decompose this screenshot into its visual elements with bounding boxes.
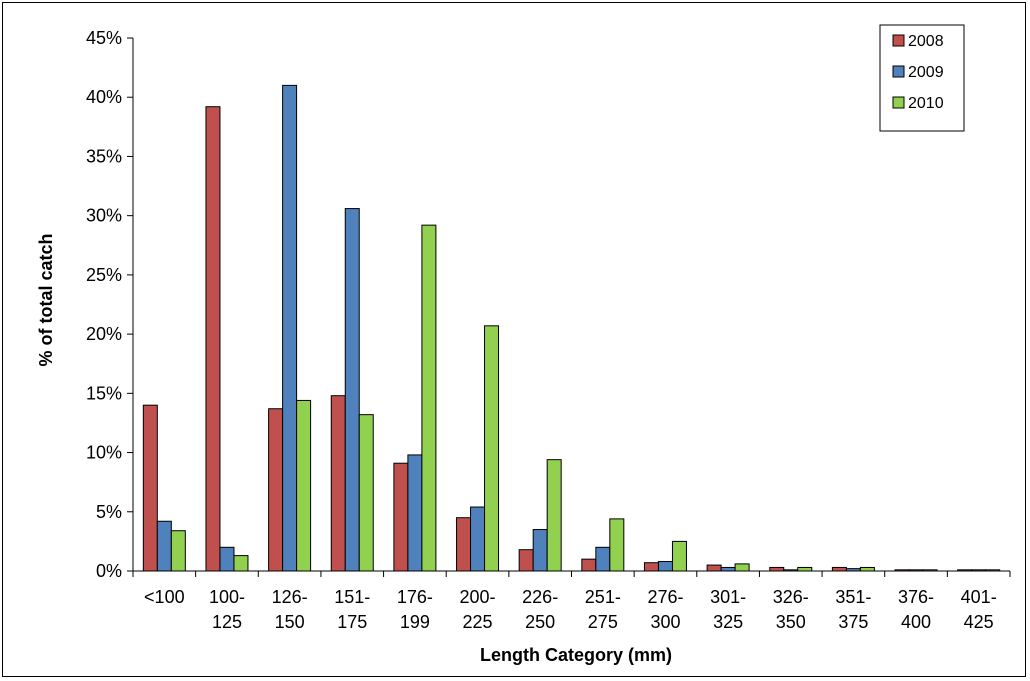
bars	[142, 84, 1001, 572]
y-axis-ticks: 0% 5% 10% 15% 20% 25% 30% 35% 40% 45%	[86, 28, 133, 581]
x-tick-label: 376-	[898, 587, 934, 607]
bar-2008	[706, 564, 722, 572]
x-tick-label: 351-	[835, 587, 871, 607]
bar-2008	[581, 558, 597, 572]
bar-2008	[142, 404, 158, 572]
bar-2010	[797, 566, 813, 572]
x-tick-label: 226-	[522, 587, 558, 607]
x-tick-label: 275	[588, 612, 618, 632]
bar-2008	[456, 517, 472, 572]
x-axis-title: Length Category (mm)	[480, 645, 672, 665]
y-tick-label: 10%	[86, 443, 122, 463]
x-tick-label: 176-	[397, 587, 433, 607]
bar-2009	[720, 566, 736, 572]
x-tick-label: 400	[901, 612, 931, 632]
bar-2008	[769, 566, 785, 572]
bar-2010	[859, 566, 875, 572]
x-tick-label: 199	[400, 612, 430, 632]
x-tick-label: 350	[776, 612, 806, 632]
bar-2009	[344, 208, 360, 572]
bar-2010	[296, 399, 312, 572]
bar-2009	[156, 520, 172, 572]
bar-2009	[595, 546, 611, 572]
axes	[132, 38, 1010, 572]
bar-2008	[643, 562, 659, 572]
bar-2008	[393, 462, 409, 572]
x-tick-label: 300	[650, 612, 680, 632]
bar-2008	[205, 106, 221, 572]
y-tick-label: 5%	[96, 502, 122, 522]
bar-2008	[268, 408, 284, 572]
bar-2008	[831, 566, 847, 572]
y-tick-label: 15%	[86, 383, 122, 403]
y-tick-label: 35%	[86, 146, 122, 166]
legend: 2008 2009 2010	[879, 24, 965, 132]
y-axis-title-group: % of total catch	[36, 233, 56, 366]
bar-2010	[170, 530, 186, 572]
x-tick-label: 326-	[773, 587, 809, 607]
x-tick-label: 401-	[961, 587, 997, 607]
legend-label: 2008	[908, 33, 944, 50]
bar-2010	[421, 224, 437, 572]
x-tick-label: 175	[337, 612, 367, 632]
y-tick-label: 0%	[96, 561, 122, 581]
x-tick-label: 375	[838, 612, 868, 632]
legend-label: 2010	[908, 95, 944, 112]
y-tick-label: 20%	[86, 324, 122, 344]
bar-2010	[609, 518, 625, 572]
bar-2010	[734, 563, 750, 572]
legend-items: 2008 2009 2010	[892, 33, 944, 112]
x-axis-ticks: <100 100- 125 126- 150 151- 175 176- 199 200- 225 2…	[132, 571, 1011, 632]
bar-2009	[470, 506, 486, 572]
y-tick-label: 45%	[86, 28, 122, 48]
x-tick-label: 251-	[585, 587, 621, 607]
x-tick-label: 126-	[272, 587, 308, 607]
bar-2009	[282, 84, 298, 572]
bar-2010	[484, 325, 500, 572]
x-tick-label: 150	[275, 612, 305, 632]
bar-2008	[330, 395, 346, 572]
y-tick-label: 30%	[86, 206, 122, 226]
bar-2010	[671, 540, 687, 572]
y-tick-label: 40%	[86, 87, 122, 107]
bar-2009	[407, 454, 423, 572]
bar-2010	[546, 459, 562, 572]
legend-swatch-2010	[892, 96, 905, 109]
legend-label: 2009	[908, 64, 944, 81]
x-tick-label: 276-	[647, 587, 683, 607]
y-axis-title: % of total catch	[36, 233, 56, 366]
x-tick-label: <100	[144, 587, 185, 607]
bar-2009	[532, 529, 548, 572]
x-tick-label: 301-	[710, 587, 746, 607]
y-tick-label: 25%	[86, 265, 122, 285]
x-tick-label: 125	[212, 612, 242, 632]
x-tick-label: 151-	[334, 587, 370, 607]
bar-2009	[657, 561, 673, 572]
legend-swatch-2009	[892, 65, 905, 78]
x-tick-label: 250	[525, 612, 555, 632]
bar-2009	[219, 546, 235, 572]
x-tick-label: 100-	[209, 587, 245, 607]
bar-2008	[518, 549, 534, 572]
legend-swatch-2008	[892, 34, 905, 47]
x-tick-label: 200-	[460, 587, 496, 607]
x-tick-label: 425	[964, 612, 994, 632]
bar-2010	[358, 414, 374, 572]
bar-2010	[233, 555, 249, 572]
x-tick-label: 225	[463, 612, 493, 632]
x-tick-label: 325	[713, 612, 743, 632]
